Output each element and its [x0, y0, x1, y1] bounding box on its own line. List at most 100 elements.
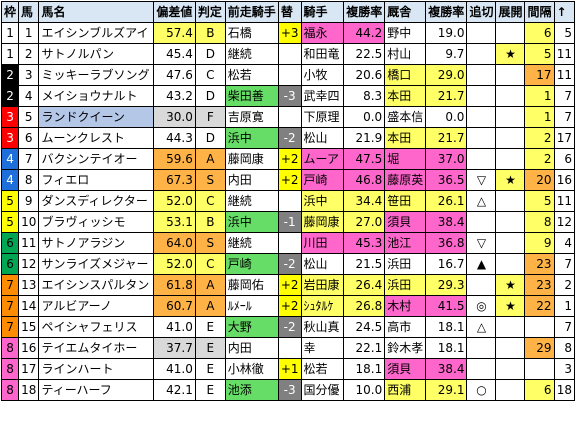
popularity: 4	[553, 232, 575, 254]
jockey-change: +2	[277, 169, 302, 191]
waku-cell: 8	[0, 379, 20, 401]
jockey-change	[277, 64, 302, 86]
jockey-change	[277, 106, 302, 128]
jockey-rate: 45.3	[343, 232, 386, 254]
stable-rate: 19.0	[425, 22, 468, 44]
hensa-value: 59.6	[153, 148, 196, 170]
jockey: 松山	[300, 127, 345, 149]
prev-jockey: 柴田善	[224, 85, 279, 107]
popularity: 5	[553, 22, 575, 44]
kankaku: 9	[524, 232, 555, 254]
col-kankaku[interactable]: 間隔	[524, 1, 555, 23]
table-row[interactable]: 4 8 フィエロ 67.3 S 内田 +2 戸崎 46.8 藤原英 36.5 ▽ ★ 20 16	[0, 169, 575, 191]
hantei-grade: A	[194, 148, 226, 170]
hantei-grade: S	[194, 169, 226, 191]
table-row[interactable]: 7 15 ペイシャフェリス 41.0 E 大野 -2 秋山真 24.5 高市 18.1 △ 7	[0, 316, 575, 338]
table-row[interactable]: 5 9 ダンスディレクター 52.0 C 継続 浜中 34.4 笹田 26.1 △ 5 11	[0, 190, 575, 212]
table-row[interactable]: 6 12 サンライズメジャー 52.0 C 戸崎 -2 松山 21.5 浜田 16.7 ▲ 23 7	[0, 253, 575, 275]
table-row[interactable]: 2 3 ミッキーラブソング 47.6 C 松若 小牧 20.6 橋口 29.0 17 11	[0, 64, 575, 86]
prev-jockey: 浜中	[224, 211, 279, 233]
horse-name: エイシンブルズアイ	[38, 22, 155, 44]
table-row[interactable]: 2 4 メイショウナルト 43.2 D 柴田善 -3 武幸四 8.3 本田 21.7 1 7	[0, 85, 575, 107]
jockey-change	[277, 190, 302, 212]
prev-jockey: 藤岡康	[224, 148, 279, 170]
table-row[interactable]: 3 6 ムーンクレスト 44.3 D 浜中 -2 松山 21.9 本田 21.7 2 17	[0, 127, 575, 149]
horse-name: ムーンクレスト	[38, 127, 155, 149]
tenkai-mark	[495, 64, 526, 86]
stable-rate: 21.7	[425, 127, 468, 149]
table-row[interactable]: 8 16 テイエムタイホー 37.7 E 内田幸 22.1 鈴木孝 18.1 29 8	[0, 337, 575, 359]
table-row[interactable]: 5 10 ブラヴィッシモ 53.1 B 浜中 -1 藤岡康 27.0 須貝 38.4 8 12	[0, 211, 575, 233]
table-row[interactable]: 8 18 ティーハーフ 42.1 E 池添 -3 国分優 10.0 西浦 29.1 ○ 6 18	[0, 379, 575, 401]
stable-rate: 0.0	[425, 106, 468, 128]
stable-rate: 16.7	[425, 253, 468, 275]
kankaku: 17	[524, 64, 555, 86]
jockey-change: -2	[277, 253, 302, 275]
col-change[interactable]: 替	[277, 1, 302, 23]
popularity: 1	[553, 295, 575, 317]
table-row[interactable]: 8 17 ラインハート 41.0 E 小林徹 +1 松若 18.1 須貝 38.4 3	[0, 358, 575, 380]
table-row[interactable]: 1 2 サトノルパン 45.4 D 継続 和田竜 22.5 村山 9.7 ★ 5 11	[0, 43, 575, 65]
stable: 藤原英	[384, 169, 427, 191]
waku-cell: 6	[0, 232, 20, 254]
hantei-grade: B	[194, 22, 226, 44]
stable: 須貝	[384, 358, 427, 380]
col-oikiri[interactable]: 追切	[466, 1, 497, 23]
uma-cell: 6	[18, 127, 40, 149]
prev-jockey: 戸崎	[224, 253, 279, 275]
col-stable-rate[interactable]: 複勝率	[425, 1, 468, 23]
col-hantei[interactable]: 判定	[194, 1, 226, 23]
oikiri-mark	[466, 274, 497, 296]
horse-name: ペイシャフェリス	[38, 316, 155, 338]
col-name[interactable]: 馬名	[38, 1, 155, 23]
popularity: 12	[553, 211, 575, 233]
uma-cell: 1	[18, 22, 40, 44]
table-row[interactable]: 3 5 ランドクイーン 30.0 F 吉原寛 下原理 0.0 盛本信 0.0 1 7	[0, 106, 575, 128]
col-uma[interactable]: 馬	[18, 1, 40, 23]
oikiri-mark	[466, 43, 497, 65]
hensa-value: 37.7	[153, 337, 196, 359]
waku-cell: 1	[0, 43, 20, 65]
prev-jockey: 松若	[224, 64, 279, 86]
popularity: 7	[553, 253, 575, 275]
table-row[interactable]: 1 1 エイシンブルズアイ 57.4 B 石橋 +3 福永 44.2 野中 19.0 6 5	[0, 22, 575, 44]
popularity: 18	[553, 379, 575, 401]
waku-cell: 2	[0, 64, 20, 86]
uma-cell: 18	[18, 379, 40, 401]
table-row[interactable]: 4 7 バクシンテイオー 59.6 A 藤岡康 +2 ムーア 47.5 堀 37.0 2 6	[0, 148, 575, 170]
col-waku[interactable]: 枠	[0, 1, 20, 23]
oikiri-mark	[466, 22, 497, 44]
hensa-value: 43.2	[153, 85, 196, 107]
kankaku: 1	[524, 106, 555, 128]
jockey-change	[277, 232, 302, 254]
col-hensa[interactable]: 偏差値	[153, 1, 196, 23]
oikiri-mark	[466, 337, 497, 359]
col-tenkai[interactable]: 展開	[495, 1, 526, 23]
col-jockey[interactable]: 騎手	[300, 1, 345, 23]
prev-jockey: 藤岡佑	[224, 274, 279, 296]
col-prev-jockey[interactable]: 前走騎手	[224, 1, 279, 23]
jockey-change	[277, 337, 302, 359]
popularity: 6	[553, 148, 575, 170]
popularity: 17	[553, 127, 575, 149]
col-jockey-rate[interactable]: 複勝率	[343, 1, 386, 23]
table-row[interactable]: 7 13 エイシンスパルタン 61.8 A 藤岡佑 +2 岩田康 26.4 浜田 29.3 ★ 23 2	[0, 274, 575, 296]
hantei-grade: D	[194, 43, 226, 65]
tenkai-mark	[495, 106, 526, 128]
table-row[interactable]: 7 14 アルビアーノ 60.7 A ﾙﾒｰﾙ +2 ｼｭﾀﾙｹ 26.8 木村 41.5 ◎ ★ 22 1	[0, 295, 575, 317]
waku-cell: 7	[0, 295, 20, 317]
col-arrow[interactable]: ↑	[553, 1, 575, 23]
col-stable[interactable]: 厩舎	[384, 1, 427, 23]
hensa-value: 41.0	[153, 358, 196, 380]
jockey: ｼｭﾀﾙｹ	[300, 295, 345, 317]
stable: 木村	[384, 295, 427, 317]
hantei-grade: S	[194, 232, 226, 254]
stable: 浜田	[384, 253, 427, 275]
waku-cell: 5	[0, 190, 20, 212]
popularity: 11	[553, 64, 575, 86]
hensa-value: 57.4	[153, 22, 196, 44]
table-row[interactable]: 6 11 サトノアラジン 64.0 S 継続 川田 45.3 池江 36.8 ▽ 9 4	[0, 232, 575, 254]
stable-rate: 29.0	[425, 64, 468, 86]
stable: 須貝	[384, 211, 427, 233]
jockey-change: -3	[277, 85, 302, 107]
